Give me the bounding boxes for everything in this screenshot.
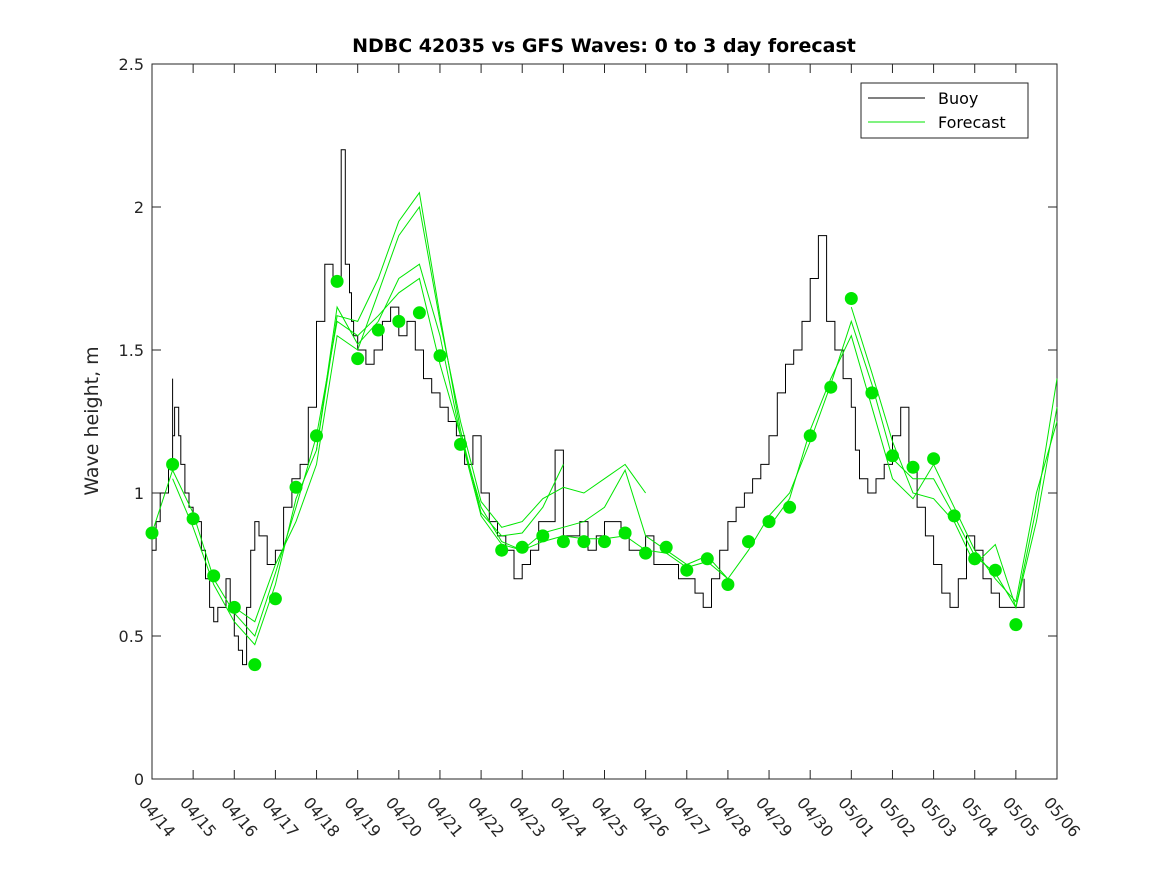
chart-title: NDBC 42035 vs GFS Waves: 0 to 3 day fore…: [352, 35, 856, 57]
y-tick-label: 1: [134, 484, 144, 503]
y-tick-label: 1.5: [119, 341, 144, 360]
forecast-point: [515, 540, 529, 554]
forecast-point: [351, 352, 365, 366]
forecast-point: [310, 429, 323, 443]
forecast-point: [186, 512, 200, 526]
forecast-point: [145, 526, 159, 540]
forecast-point: [865, 386, 879, 400]
forecast-point: [659, 540, 673, 554]
legend-buoy-label: Buoy: [938, 89, 978, 108]
forecast-point: [721, 578, 735, 591]
forecast-point: [207, 569, 221, 583]
forecast-point: [742, 535, 755, 549]
forecast-point: [618, 526, 632, 540]
forecast-point: [783, 500, 797, 514]
forecast-run-line-2: [172, 191, 564, 646]
forecast-point: [556, 535, 570, 549]
forecast-point: [968, 552, 982, 566]
forecast-point: [289, 480, 303, 494]
forecast-point: [371, 323, 385, 337]
forecast-point: [412, 306, 426, 320]
forecast-run-line-5: [768, 334, 1058, 603]
forecast-point: [886, 449, 899, 463]
y-tick-label: 0.5: [119, 627, 144, 646]
forecast-point: [988, 563, 1002, 577]
forecast-point: [495, 543, 509, 557]
forecast-point: [639, 546, 653, 560]
forecast-point: [824, 380, 838, 394]
legend: Buoy Forecast: [860, 82, 1029, 139]
y-axis-label: Wave height, m: [81, 346, 103, 495]
forecast-point: [268, 592, 282, 606]
forecast-point: [927, 452, 941, 466]
forecast-point: [844, 292, 858, 305]
forecast-point: [906, 460, 920, 474]
y-tick-label: 0: [134, 770, 144, 789]
forecast-point: [947, 509, 961, 523]
forecast-point: [803, 429, 817, 443]
forecast-point: [1009, 618, 1023, 632]
forecast-run-line-3: [234, 205, 647, 623]
legend-forecast-label: Forecast: [938, 113, 1006, 132]
forecast-point: [392, 314, 406, 328]
forecast-point: [577, 535, 591, 549]
buoy-series-line: [152, 149, 1025, 666]
forecast-point: [762, 515, 776, 529]
forecast-point: [248, 658, 262, 672]
forecast-point: [700, 552, 714, 566]
forecast-point: [598, 535, 611, 549]
forecast-point: [227, 600, 241, 614]
forecast-point: [330, 274, 344, 288]
forecast-point: [680, 563, 694, 577]
y-tick-label: 2.5: [119, 55, 144, 74]
forecast-point: [166, 457, 180, 471]
y-tick-label: 2: [134, 198, 144, 217]
forecast-point: [433, 349, 447, 363]
forecast-point: [536, 529, 550, 543]
forecast-point: [454, 437, 467, 451]
